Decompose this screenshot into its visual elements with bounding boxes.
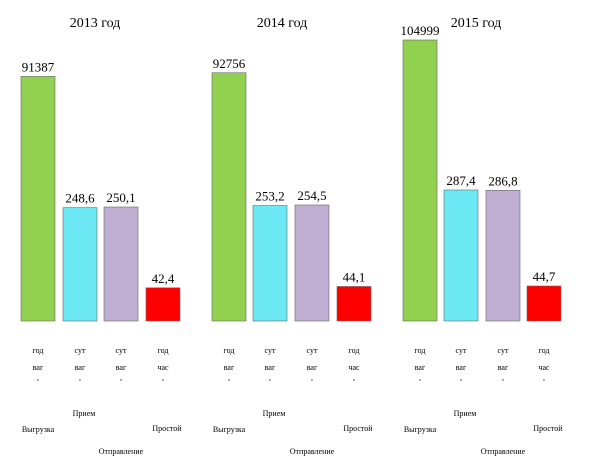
- bar: [211, 72, 247, 322]
- bar-value-label: 44,1: [343, 269, 366, 284]
- category-label: Простой: [152, 424, 182, 433]
- unit-label: год: [158, 346, 169, 355]
- bar-value-label: 253,2: [255, 189, 284, 204]
- unit-label: ,: [37, 373, 39, 382]
- year-group: 2015 год 104999 год ваг, Выгрузка 287,4 сут ваг…: [401, 16, 564, 456]
- bar: [526, 285, 562, 322]
- unit-label: ,: [502, 373, 504, 382]
- bar-value-label: 250,1: [106, 190, 135, 205]
- bar: [336, 286, 372, 322]
- category-label: Выгрузка: [404, 425, 437, 434]
- bar: [443, 189, 479, 322]
- bar: [103, 206, 139, 322]
- unit-label: ,: [460, 373, 462, 382]
- unit-label: сут: [75, 346, 86, 355]
- group-title: 2014 год: [257, 16, 308, 31]
- bar-value-label: 92756: [213, 56, 246, 71]
- bar-value-label: 44,7: [533, 269, 556, 284]
- category-label: Отправление: [290, 447, 335, 456]
- unit-label: сут: [498, 346, 509, 355]
- unit-label: ,: [162, 373, 164, 382]
- unit-label: сут: [307, 346, 318, 355]
- category-label: Прием: [263, 409, 286, 418]
- unit-label: ваг: [33, 363, 44, 372]
- bar: [485, 189, 521, 322]
- unit-label: час: [157, 363, 169, 372]
- unit-label: сут: [265, 346, 276, 355]
- category-label: Прием: [73, 409, 96, 418]
- unit-label: ,: [120, 373, 122, 382]
- unit-label: сут: [456, 346, 467, 355]
- unit-label: ваг: [265, 363, 276, 372]
- bar-value-label: 91387: [22, 59, 55, 74]
- category-label: Отправление: [99, 447, 144, 456]
- group-title: 2015 год: [451, 16, 502, 31]
- bar-value-label: 254,5: [297, 188, 326, 203]
- unit-label: год: [224, 346, 235, 355]
- bar: [62, 207, 98, 322]
- unit-label: ,: [311, 373, 313, 382]
- bar-value-label: 287,4: [446, 173, 476, 188]
- unit-label: час: [348, 363, 360, 372]
- unit-label: ваг: [456, 363, 467, 372]
- unit-label: ваг: [498, 363, 509, 372]
- unit-label: ваг: [307, 363, 318, 372]
- bar: [252, 205, 288, 322]
- year-group: 2013 год 91387 год ваг, Выгрузка 248,6 сут ваг,…: [20, 16, 182, 456]
- category-label: Отправление: [481, 447, 526, 456]
- unit-label: ,: [269, 373, 271, 382]
- unit-label: ваг: [116, 363, 127, 372]
- unit-label: ваг: [75, 363, 86, 372]
- category-label: Выгрузка: [213, 425, 246, 434]
- unit-label: год: [33, 346, 44, 355]
- unit-label: год: [539, 346, 550, 355]
- unit-label: час: [538, 363, 550, 372]
- unit-label: ,: [79, 373, 81, 382]
- category-label: Прием: [454, 409, 477, 418]
- bar: [402, 39, 438, 322]
- unit-label: ваг: [224, 363, 235, 372]
- bar-value-label: 286,8: [488, 173, 517, 188]
- category-label: Простой: [533, 424, 563, 433]
- unit-label: год: [349, 346, 360, 355]
- bar: [145, 287, 181, 322]
- unit-label: год: [415, 346, 426, 355]
- category-label: Простой: [343, 424, 373, 433]
- chart-groups: 2013 год 91387 год ваг, Выгрузка 248,6 сут ваг,…: [20, 16, 564, 456]
- unit-label: ваг: [415, 363, 426, 372]
- bar-value-label: 248,6: [65, 191, 95, 206]
- bar: [294, 204, 330, 322]
- bar: [20, 76, 56, 322]
- unit-label: ,: [419, 373, 421, 382]
- unit-label: ,: [353, 373, 355, 382]
- bar-value-label: 42,4: [152, 271, 175, 286]
- unit-label: сут: [116, 346, 127, 355]
- bar-value-label: 104999: [401, 23, 440, 38]
- group-title: 2013 год: [70, 16, 121, 31]
- unit-label: ,: [543, 373, 545, 382]
- category-label: Выгрузка: [22, 425, 55, 434]
- unit-label: ,: [228, 373, 230, 382]
- year-group: 2014 год 92756 год ваг, Выгрузка 253,2 сут ваг,…: [211, 16, 373, 456]
